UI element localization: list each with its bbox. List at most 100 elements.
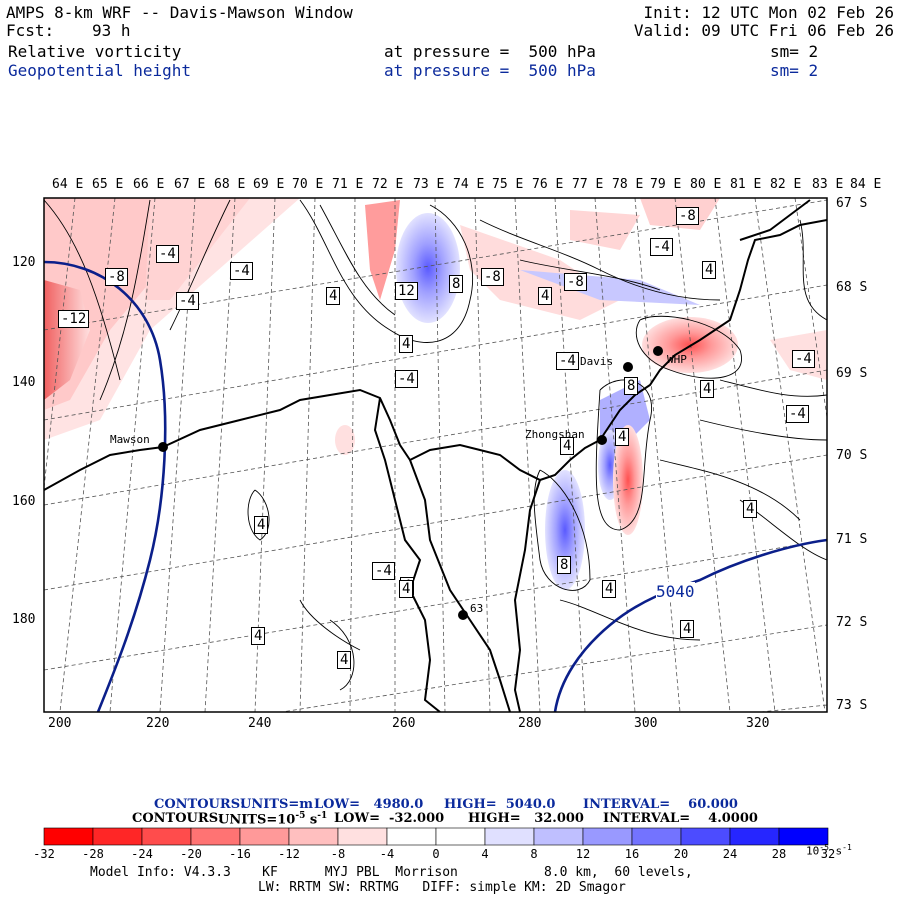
colorbar-label: 28	[771, 847, 787, 861]
forecast-label: Fcst:	[6, 21, 55, 40]
latitude-label: 70 S	[836, 448, 868, 463]
contour-info-vort-prefix: CONTOURS:	[132, 811, 223, 826]
field-2-smooth: sm= 2	[770, 61, 819, 80]
longitude-label: 83 E	[812, 177, 844, 192]
colorbar-swatch	[484, 827, 535, 846]
colorbar-label: -32	[33, 847, 55, 861]
contour-info-height-low: LOW= 4980.0	[314, 797, 424, 812]
x-tick-label: 220	[146, 716, 170, 731]
longitude-label: 64 E	[52, 177, 84, 192]
latitude-label: 73 S	[836, 698, 868, 713]
field-2-name: Geopotential height	[8, 61, 192, 80]
x-tick-label: 280	[518, 716, 542, 731]
station-63-marker[interactable]	[458, 610, 468, 620]
latitude-label: 71 S	[836, 532, 868, 547]
longitude-label: 84 E	[850, 177, 882, 192]
field-2-level: at pressure = 500 hPa	[384, 61, 596, 80]
longitude-label: 65 E	[92, 177, 124, 192]
colorbar-label: 0	[432, 847, 440, 861]
colorbar-label: -12	[278, 847, 300, 861]
colorbar-label: 16	[624, 847, 640, 861]
colorbar-label: -4	[379, 847, 395, 861]
contour-label: 8	[449, 275, 464, 293]
contour-label: 4	[254, 516, 269, 534]
latitude-label: 69 S	[836, 366, 868, 381]
colorbar-swatch	[92, 827, 143, 846]
contour-label: -4	[156, 245, 179, 263]
contour-label: 4	[615, 428, 630, 446]
contour-label: -4	[176, 292, 199, 310]
height-contour-label: 5040	[656, 582, 695, 601]
map-title: AMPS 8-km WRF -- Davis-Mawson Window	[6, 3, 353, 22]
model-info-line1: Model Info: V4.3.3 KF MYJ PBL Morrison 8…	[90, 865, 693, 880]
contour-info-vort-high: HIGH= 32.000	[468, 811, 584, 826]
colorbar-swatch	[729, 827, 780, 846]
longitude-label: 74 E	[453, 177, 485, 192]
contour-label: 4	[337, 651, 352, 669]
contour-label: -4	[395, 370, 418, 388]
colorbar-label: -28	[82, 847, 104, 861]
contour-label: -4	[792, 350, 815, 368]
field-1-name: Relative vorticity	[8, 42, 182, 61]
contour-label: -4	[372, 562, 395, 580]
contour-label: 4	[680, 620, 695, 638]
longitude-label: 75 E	[492, 177, 524, 192]
contour-label: -8	[676, 207, 699, 225]
colorbar-units: 10-5 s-1	[806, 843, 852, 858]
x-tick-label: 320	[746, 716, 770, 731]
contour-label: 4	[399, 580, 414, 598]
contour-label: 4	[538, 287, 553, 305]
y-tick-label: 120	[12, 255, 36, 270]
model-info-line2: LW: RRTM SW: RRTMG DIFF: simple KM: 2D S…	[258, 880, 626, 895]
colorbar-label: 4	[481, 847, 489, 861]
station-whp-marker[interactable]	[653, 346, 663, 356]
contour-info-vort-low: LOW= -32.000	[334, 811, 445, 826]
y-tick-label: 140	[12, 375, 36, 390]
colorbar-swatch	[190, 827, 241, 846]
contour-label: 12	[395, 282, 418, 300]
contour-info-height-interval: INTERVAL= 60.000	[583, 797, 738, 812]
valid-time: Valid: 09 UTC Fri 06 Feb 26	[633, 21, 894, 40]
contour-label: -4	[230, 262, 253, 280]
x-tick-label: 260	[392, 716, 416, 731]
station-zhongshan-marker[interactable]	[597, 435, 607, 445]
longitude-label: 82 E	[770, 177, 802, 192]
colorbar-label: 20	[673, 847, 689, 861]
contour-label: -4	[650, 238, 673, 256]
colorbar-label: -16	[229, 847, 251, 861]
field-1-level: at pressure = 500 hPa	[384, 42, 596, 61]
contour-label: 4	[743, 500, 758, 518]
coastline	[44, 199, 827, 712]
contour-label: 4	[399, 335, 414, 353]
longitude-label: 80 E	[690, 177, 722, 192]
longitude-label: 76 E	[532, 177, 564, 192]
plot-area	[44, 198, 827, 712]
station-davis-label: Davis	[580, 355, 614, 368]
contour-label: 8	[624, 377, 639, 395]
colorbar-label: 8	[530, 847, 538, 861]
contour-info-vort-units: UNITS=10-5 s-1	[218, 811, 328, 828]
colorbar-label: -20	[180, 847, 202, 861]
contour-label: -8	[105, 268, 128, 286]
contour-label: 4	[700, 380, 715, 398]
longitude-label: 79 E	[650, 177, 682, 192]
station-whp-label: WHP	[667, 353, 687, 366]
x-tick-label: 300	[634, 716, 658, 731]
colorbar-swatch	[533, 827, 584, 846]
contour-info-height-units: UNITS=m	[240, 797, 314, 812]
colorbar-label: 32	[820, 847, 836, 861]
contour-label: 4	[560, 437, 575, 455]
colorbar-swatch	[43, 827, 94, 846]
latitude-label: 67 S	[836, 196, 868, 211]
station-mawson-marker[interactable]	[158, 442, 168, 452]
colorbar-swatch	[631, 827, 682, 846]
colorbar-swatch	[386, 827, 437, 846]
plot-frame	[43, 197, 828, 713]
station-davis-marker[interactable]	[623, 362, 633, 372]
contour-label: -4	[786, 405, 809, 423]
contour-info-vort-interval: INTERVAL= 4.0000	[603, 811, 758, 826]
station-markers	[158, 346, 663, 620]
colorbar-label: -8	[330, 847, 346, 861]
contour-label: 4	[702, 261, 717, 279]
